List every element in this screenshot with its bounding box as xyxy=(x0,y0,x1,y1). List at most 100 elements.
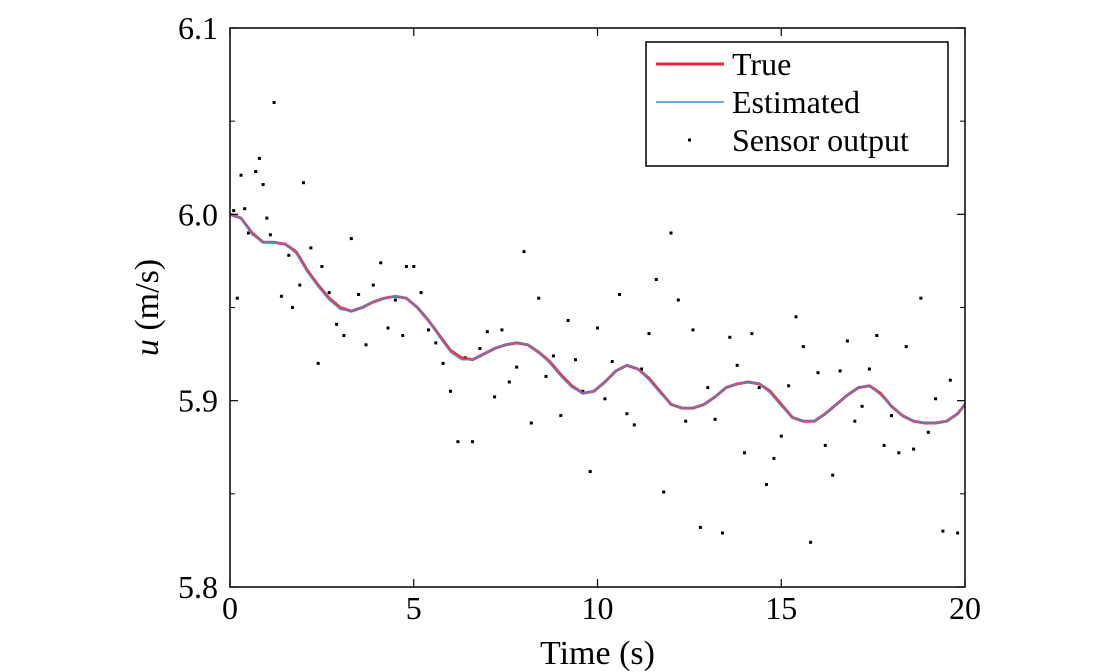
sensor-output-point xyxy=(721,531,724,535)
sensor-output-point xyxy=(743,451,746,455)
sensor-output-point xyxy=(596,326,599,330)
sensor-output-point xyxy=(493,395,497,399)
sensor-output-point xyxy=(875,334,879,337)
sensor-output-point xyxy=(239,173,243,177)
sensor-output-point xyxy=(471,440,474,444)
sensor-output-point xyxy=(919,296,923,300)
sensor-output-point xyxy=(713,417,717,421)
sensor-output-point xyxy=(750,332,754,336)
sensor-output-point xyxy=(588,470,592,473)
sensor-output-point xyxy=(404,265,408,268)
sensor-output-point xyxy=(941,529,945,533)
sensor-output-point xyxy=(320,265,324,268)
sensor-output-point xyxy=(779,434,783,438)
sensor-output-point xyxy=(485,330,489,334)
legend-label-estimated: Estimated xyxy=(732,84,860,120)
sensor-output-point xyxy=(632,423,636,427)
sensor-output-point xyxy=(272,101,276,104)
sensor-output-point xyxy=(853,419,857,423)
estimated-series-line xyxy=(230,213,965,424)
sensor-output-point xyxy=(309,246,313,250)
sensor-output-point xyxy=(757,386,761,390)
sensor-output-point xyxy=(610,360,614,363)
sensor-output-point xyxy=(640,367,644,371)
sensor-output-point xyxy=(371,283,375,287)
sensor-output-point xyxy=(654,278,658,281)
x-tick-label: 10 xyxy=(582,590,614,626)
sensor-output-point xyxy=(441,361,445,365)
sensor-output-point xyxy=(522,250,526,254)
sensor-output-point xyxy=(529,421,533,425)
sensor-output-point xyxy=(316,361,320,365)
x-tick-label: 15 xyxy=(765,590,797,626)
y-tick-label: 5.9 xyxy=(178,383,218,419)
sensor-output-point xyxy=(831,473,835,477)
sensor-output-point xyxy=(386,326,390,330)
x-tick-label: 0 xyxy=(222,590,238,626)
sensor-output-point xyxy=(419,291,423,295)
x-axis-title: Time (s) xyxy=(540,635,655,672)
sensor-output-point xyxy=(235,296,239,300)
sensor-output-point xyxy=(669,231,673,235)
sensor-output-point xyxy=(412,265,416,268)
sensor-output-point xyxy=(662,490,666,494)
sensor-output-point xyxy=(246,231,250,235)
sensor-output-point xyxy=(551,354,555,358)
sensor-output-point xyxy=(603,397,607,401)
sensor-output-point xyxy=(926,430,930,434)
sensor-output-point xyxy=(882,443,886,447)
sensor-output-point xyxy=(335,322,339,326)
sensor-output-point xyxy=(890,414,893,418)
sensor-output-point xyxy=(867,367,871,371)
sensor-output-point xyxy=(257,156,261,160)
sensor-output-point xyxy=(574,358,577,362)
sensor-output-point xyxy=(507,380,511,384)
sensor-output-point xyxy=(449,389,452,393)
x-tick-label: 20 xyxy=(949,590,981,626)
legend-label-true: True xyxy=(732,46,791,82)
sensor-output-point xyxy=(298,283,302,287)
sensor-output-point xyxy=(706,386,710,390)
x-tick-label: 5 xyxy=(406,590,422,626)
sensor-output-point xyxy=(349,237,353,241)
sensor-output-point xyxy=(912,447,916,451)
sensor-output-point xyxy=(765,483,768,486)
y-axis-title-variable: u xyxy=(129,339,166,356)
sensor-output-point xyxy=(478,347,482,350)
sensor-output-point xyxy=(544,374,548,378)
sensor-output-point xyxy=(809,540,813,544)
sensor-output-point xyxy=(401,334,405,337)
y-tick-label: 6.1 xyxy=(178,10,218,46)
sensor-output-point xyxy=(291,306,294,309)
sensor-output-point xyxy=(676,298,680,302)
sensor-output-point xyxy=(515,365,519,369)
sensor-output-point xyxy=(265,216,269,220)
sensor-output-point xyxy=(279,294,283,298)
sensor-output-point xyxy=(948,378,952,382)
sensor-output-point xyxy=(897,451,901,455)
sensor-output-point xyxy=(581,389,585,393)
sensor-output-point xyxy=(427,328,430,332)
sensor-output-point xyxy=(434,341,438,345)
sensor-output-point xyxy=(456,440,460,444)
sensor-output-point xyxy=(342,334,346,337)
sensor-output-point xyxy=(860,404,864,408)
sensor-output-point xyxy=(845,339,849,343)
y-axis-title-unit: (m/s) xyxy=(129,259,166,339)
sensor-output-point xyxy=(261,183,265,186)
sensor-output-point xyxy=(364,343,368,347)
sensor-output-point xyxy=(698,525,702,529)
sensor-output-point xyxy=(838,369,842,373)
sensor-output-point xyxy=(647,332,651,336)
legend-label-sensor-output: Sensor output xyxy=(732,122,909,158)
sensor-output-point xyxy=(956,531,960,535)
sensor-output-point xyxy=(254,170,258,173)
sensor-output-point xyxy=(559,414,563,418)
sensor-output-point xyxy=(684,419,688,423)
sensor-output-point xyxy=(379,261,383,265)
sensor-output-point xyxy=(287,253,291,257)
sensor-output-point xyxy=(566,319,570,322)
sensor-output-point xyxy=(735,363,739,367)
sensor-output-point xyxy=(232,209,236,213)
